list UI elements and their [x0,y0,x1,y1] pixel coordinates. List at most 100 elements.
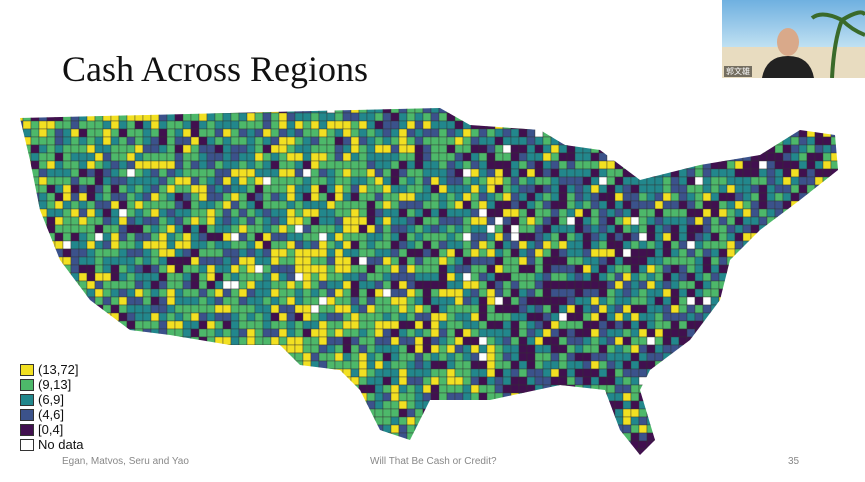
county [726,304,736,314]
county [182,108,192,114]
county [670,440,680,450]
county [606,136,616,146]
county [86,296,96,306]
county [182,408,192,418]
county [502,440,512,450]
county [486,288,496,298]
county [454,184,464,194]
county [550,392,560,402]
county [102,408,112,418]
county [822,136,832,146]
county [246,216,256,226]
county [598,448,608,455]
county [102,400,112,410]
county [430,232,440,242]
county [350,160,360,170]
county [470,248,480,258]
county [134,192,144,202]
county [142,424,152,434]
county [302,168,312,178]
county [158,336,168,346]
county [414,192,424,202]
county [262,240,272,250]
county [510,432,520,442]
county [414,248,424,258]
county [206,296,216,306]
county [382,440,392,450]
county [622,312,632,322]
county [606,256,616,266]
county [798,312,808,322]
county [62,136,72,146]
county [102,208,112,218]
county [62,296,72,306]
county [214,384,224,394]
county [526,304,536,314]
county [214,448,224,455]
county [550,408,560,418]
county [646,128,656,138]
county [614,152,624,162]
county [102,144,112,154]
county [670,200,680,210]
county [743,457,751,465]
county [46,184,56,194]
county [606,128,616,138]
county [654,312,664,322]
county [534,288,544,298]
county [694,280,704,290]
county [222,288,232,298]
county [254,336,264,346]
county [294,208,304,218]
county [62,176,72,186]
county [262,248,272,258]
county [758,280,768,290]
county [238,408,248,418]
county [374,280,384,290]
county [102,368,112,378]
legend-swatch [20,393,34,406]
county [438,440,448,450]
county [806,108,816,114]
county [310,248,320,258]
county [510,240,520,250]
county [758,176,768,186]
county [94,144,104,154]
county [222,200,232,210]
county [22,128,32,138]
county [46,144,56,154]
county [422,168,432,178]
county [270,376,280,386]
county [86,240,96,250]
county [78,168,88,178]
county [638,264,648,274]
county [758,368,768,378]
county [406,336,416,346]
county [230,376,240,386]
county [54,352,64,362]
county [150,344,160,354]
county [214,264,224,274]
county [222,296,232,306]
county [558,280,568,290]
county [270,352,280,362]
county [630,296,640,306]
county [582,248,592,258]
county [46,264,56,274]
county [830,296,838,306]
county [134,208,144,218]
county [142,216,152,226]
county [214,192,224,202]
county [198,304,208,314]
county [814,448,824,455]
county [174,192,184,202]
county [470,200,480,210]
county [86,272,96,282]
county [670,344,680,354]
county [614,384,624,394]
county [390,232,400,242]
county [614,120,624,130]
county [134,408,144,418]
county [246,280,256,290]
county [150,384,160,394]
